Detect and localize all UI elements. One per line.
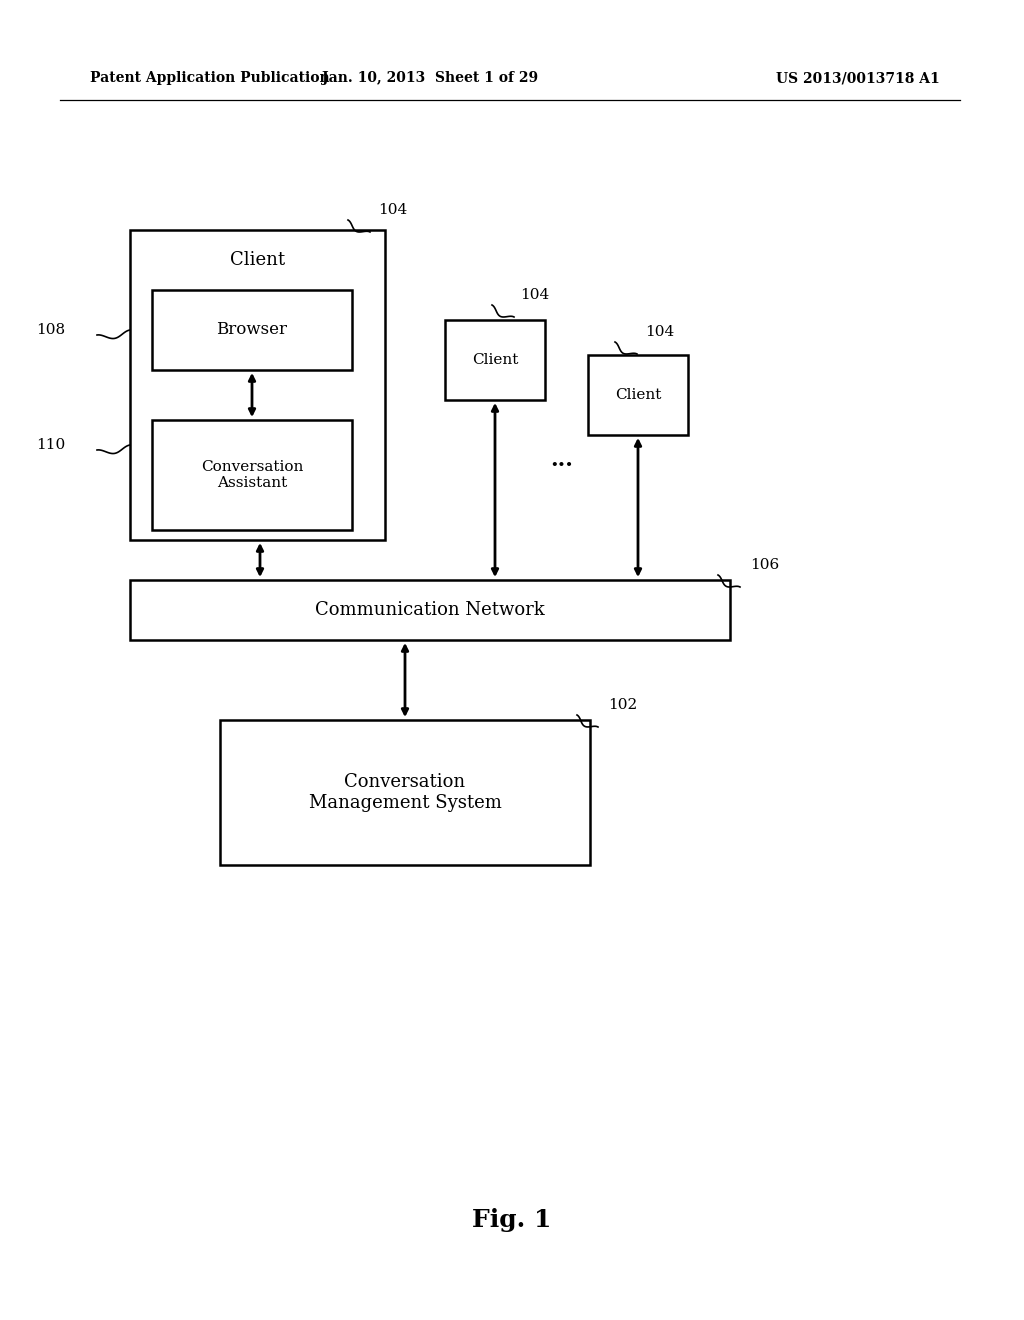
Text: Patent Application Publication: Patent Application Publication xyxy=(90,71,330,84)
Text: 108: 108 xyxy=(36,323,65,337)
Text: Communication Network: Communication Network xyxy=(315,601,545,619)
Text: 104: 104 xyxy=(645,325,674,339)
Text: Client: Client xyxy=(472,352,518,367)
Bar xyxy=(588,355,688,436)
Text: 104: 104 xyxy=(520,288,549,302)
Text: US 2013/0013718 A1: US 2013/0013718 A1 xyxy=(776,71,940,84)
Bar xyxy=(152,290,352,370)
Text: Client: Client xyxy=(230,251,285,269)
Bar xyxy=(220,719,590,865)
Text: Jan. 10, 2013  Sheet 1 of 29: Jan. 10, 2013 Sheet 1 of 29 xyxy=(322,71,538,84)
Text: 106: 106 xyxy=(750,558,779,572)
Text: Fig. 1: Fig. 1 xyxy=(472,1208,552,1232)
Text: Browser: Browser xyxy=(216,322,288,338)
Text: 110: 110 xyxy=(36,438,65,451)
Text: Client: Client xyxy=(614,388,662,403)
Text: 102: 102 xyxy=(608,698,637,711)
Text: Conversation
Management System: Conversation Management System xyxy=(308,774,502,812)
Text: 104: 104 xyxy=(378,203,408,216)
Bar xyxy=(445,319,545,400)
Text: ...: ... xyxy=(551,449,573,471)
Bar xyxy=(152,420,352,531)
Bar xyxy=(130,230,385,540)
Bar xyxy=(130,579,730,640)
Text: Conversation
Assistant: Conversation Assistant xyxy=(201,459,303,490)
